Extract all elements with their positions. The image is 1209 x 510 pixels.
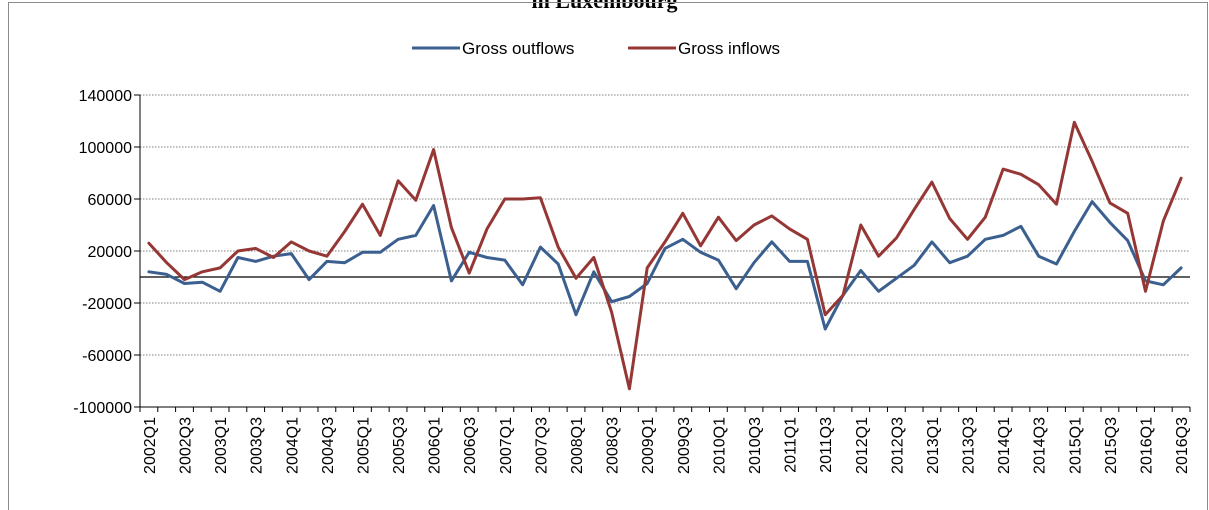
x-tick-label: 2002Q1: [142, 417, 159, 474]
series-line-gross-outflows: [147, 200, 1183, 331]
chart-border: [8, 2, 1208, 510]
x-tick-labels: 2002Q1 2002Q3 2003Q1 2003Q3 2004Q1 2004Q3 2005…: [142, 417, 1191, 474]
y-tick-label: 60000: [88, 192, 133, 209]
x-tick-label: 2015Q3: [1103, 417, 1120, 474]
x-tick-label: 2013Q3: [961, 417, 978, 474]
series-line-gross-inflows: [147, 120, 1183, 391]
x-tick-label: 2006Q1: [427, 417, 444, 474]
x-tick-label: 2010Q1: [711, 417, 728, 474]
legend-label: Gross outflows: [462, 39, 574, 58]
legend: Gross outflows Gross inflows: [412, 39, 780, 58]
x-tick-label: 2015Q1: [1067, 417, 1084, 474]
y-tick-label: -20000: [82, 296, 132, 313]
y-tick-label: 20000: [88, 244, 133, 261]
x-tick-label: 2009Q3: [676, 417, 693, 474]
x-tick-label: 2016Q3: [1174, 417, 1191, 474]
x-tick-label: 2003Q1: [213, 417, 230, 474]
x-tick-label: 2011Q3: [818, 417, 835, 473]
x-tick-label: 2014Q3: [1032, 417, 1049, 474]
axes: [139, 95, 1191, 412]
x-tick-label: 2011Q1: [783, 417, 800, 473]
x-tick-label: 2009Q1: [640, 417, 657, 474]
x-tick-label: 2005Q3: [391, 417, 408, 474]
x-tick-label: 2012Q1: [854, 417, 871, 474]
y-tick-label: -100000: [73, 400, 132, 417]
x-tick-label: 2008Q1: [569, 417, 586, 474]
legend-item: Gross outflows: [412, 39, 574, 58]
legend-label: Gross inflows: [678, 39, 780, 58]
y-tick-labels: -100000 -60000 -20000 20000 60000 100000 14000…: [73, 88, 140, 417]
x-tick-label: 2005Q1: [355, 417, 372, 474]
y-tick-label: 140000: [79, 88, 132, 105]
x-tick-label: 2013Q1: [925, 417, 942, 474]
x-tick-label: 2007Q1: [498, 417, 515, 474]
legend-item: Gross inflows: [628, 39, 780, 58]
x-tick-label: 2014Q1: [996, 417, 1013, 474]
y-tick-label: 100000: [79, 140, 132, 157]
x-tick-label: 2004Q1: [284, 417, 301, 474]
y-tick-label: -60000: [82, 348, 132, 365]
x-tick-label: 2004Q3: [320, 417, 337, 474]
x-tick-label: 2006Q3: [462, 417, 479, 474]
series-lines: [147, 120, 1183, 391]
x-tick-label: 2008Q3: [605, 417, 622, 474]
x-tick-label: 2007Q3: [533, 417, 550, 474]
x-tick-label: 2002Q3: [177, 417, 194, 474]
x-tick-label: 2010Q3: [747, 417, 764, 474]
x-tick-label: 2012Q3: [889, 417, 906, 474]
x-tick-label: 2003Q3: [249, 417, 266, 474]
x-tick-label: 2016Q1: [1139, 417, 1156, 474]
chart-title: in Luxembourg: [531, 0, 678, 13]
